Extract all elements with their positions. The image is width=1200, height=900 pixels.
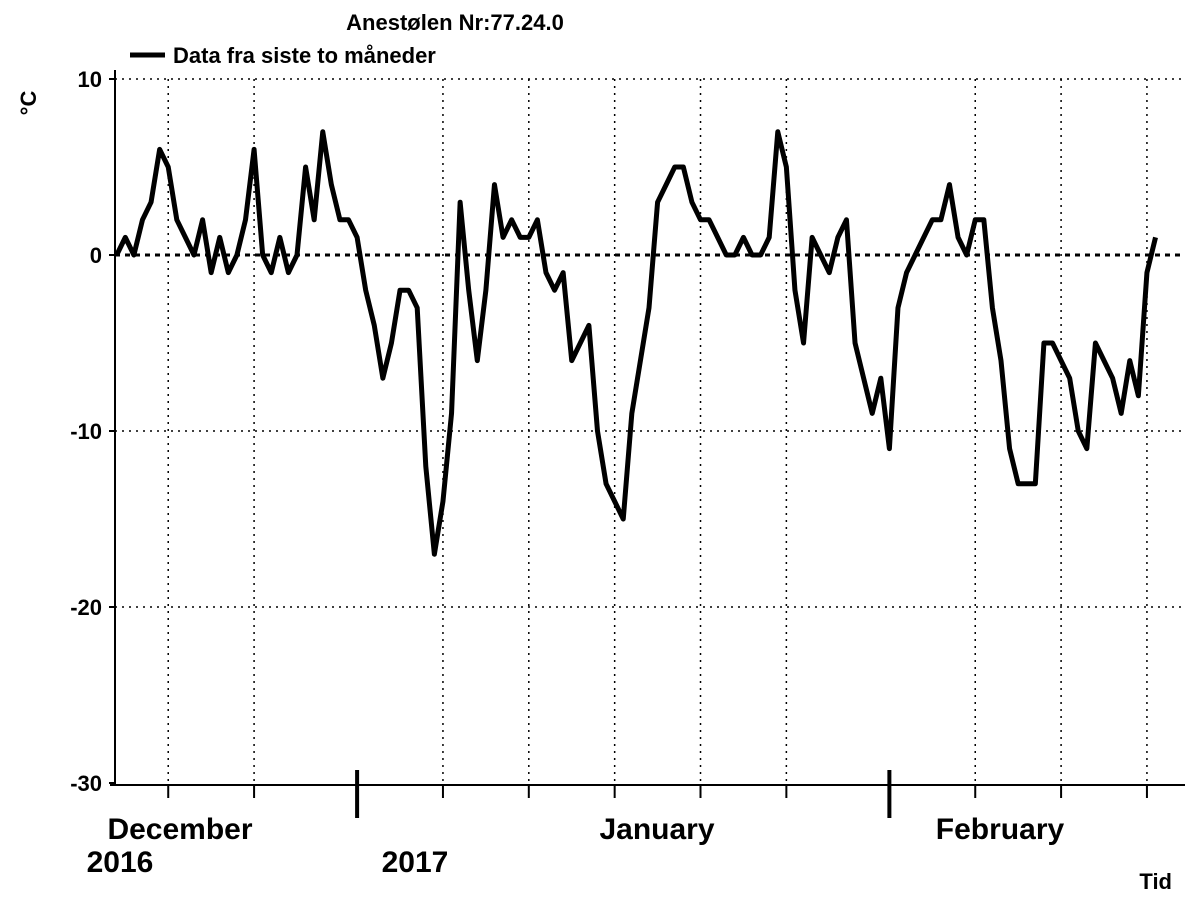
y-tick-label: -30 <box>70 771 102 796</box>
x-label: 2016 <box>87 846 154 879</box>
x-label: December <box>107 813 252 846</box>
y-tick-label: -10 <box>70 419 102 444</box>
y-tick-label: -20 <box>70 595 102 620</box>
x-axis-label: Tid <box>1139 869 1172 894</box>
y-tick-label: 0 <box>90 243 102 268</box>
data-line <box>114 129 1158 557</box>
x-label: January <box>599 813 714 846</box>
y-tick-label: 10 <box>78 67 102 92</box>
y-axis-label: °C <box>16 91 41 116</box>
legend-label: Data fra siste to måneder <box>173 43 436 68</box>
chart-title: Anestølen Nr:77.24.0 <box>346 10 564 35</box>
x-label: February <box>936 813 1065 846</box>
x-label: 2017 <box>382 846 449 879</box>
